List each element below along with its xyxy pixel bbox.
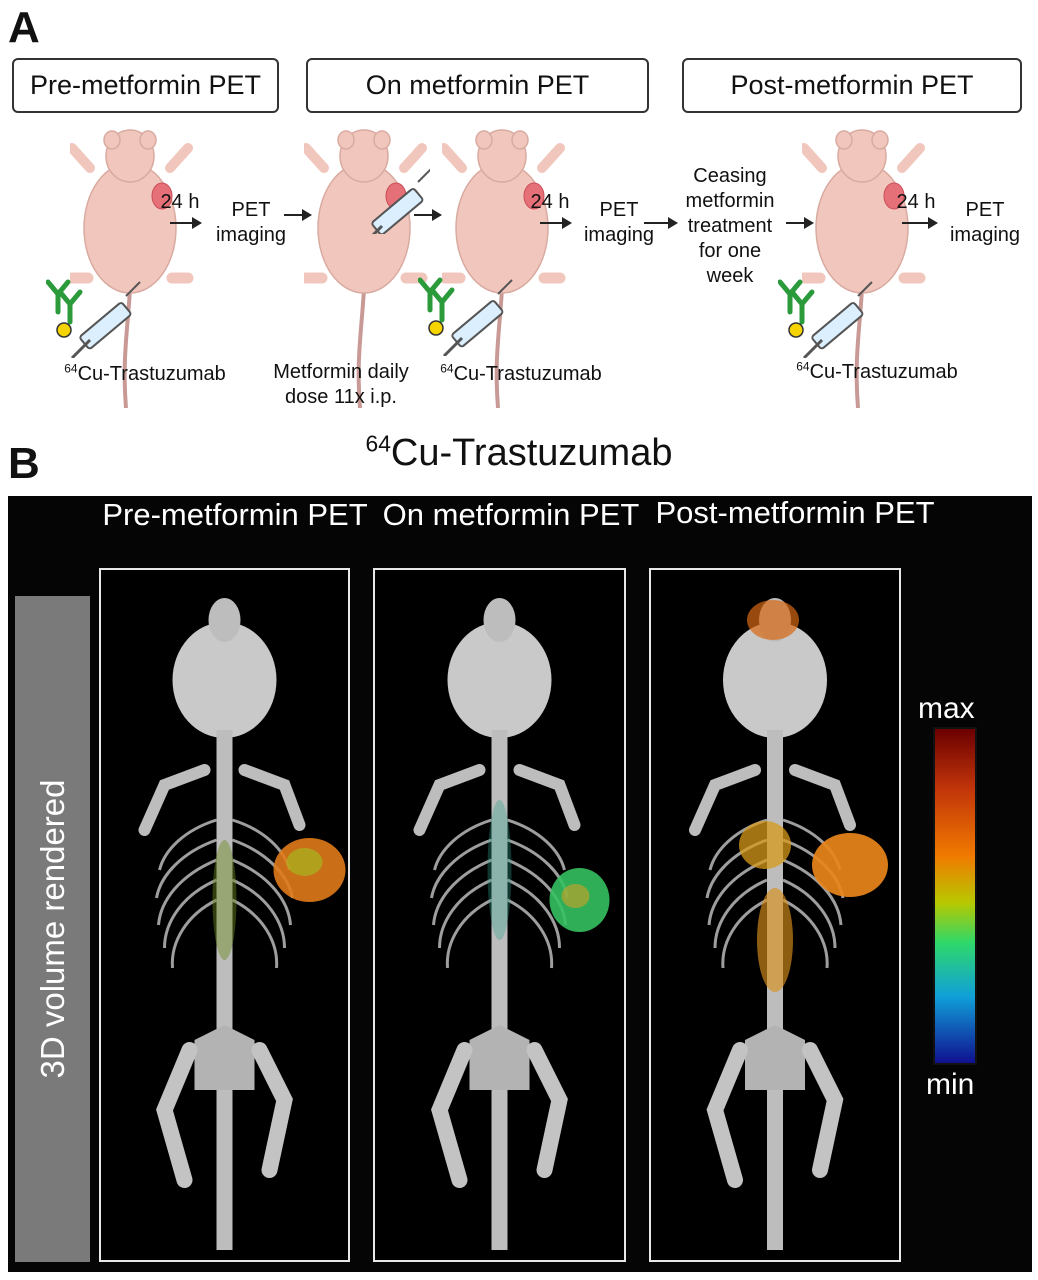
arrow-on-3: [644, 217, 678, 229]
side-label-box: 3D volume rendered: [15, 596, 90, 1262]
interval-label-on: 24 h: [530, 191, 570, 213]
tracer-label-pre: 64Cu-Trastuzumab: [64, 361, 226, 385]
pet-scan-pre: [99, 568, 350, 1262]
arrow-on-2: [540, 217, 572, 229]
column-label-post: Post-metformin PET: [655, 495, 935, 530]
pet-imaging-label-pre: PET imaging: [215, 199, 287, 246]
tracer-label-post: 64Cu-Trastuzumab: [796, 359, 958, 383]
pet-scan-post: [649, 568, 901, 1262]
side-label-text: 3D volume rendered: [33, 779, 71, 1079]
column-label-on: On metformin PET: [382, 497, 640, 532]
phase-box-post: Post-metformin PET: [682, 58, 1022, 113]
interval-label-post: 24 h: [896, 191, 936, 213]
injection-illustration-on: [418, 276, 514, 356]
arrow-post-1: [786, 217, 814, 229]
injection-illustration-post: [778, 278, 874, 358]
colorbar: [933, 727, 977, 1065]
tracer-label-on: 64Cu-Trastuzumab: [440, 361, 602, 385]
ceasing-treatment-label: Ceasing metformin treatment for one week: [685, 165, 775, 287]
skeleton-rendering-pre: [101, 570, 346, 1260]
arrow-post-2: [902, 217, 938, 229]
pet-imaging-label-on: PET imaging: [583, 199, 655, 246]
skeleton-rendering-on: [375, 570, 610, 1260]
pet-scan-on: [373, 568, 626, 1262]
arrow-pre-1: [170, 217, 202, 229]
panel-b-title: 64Cu-Trastuzumab: [365, 430, 673, 474]
phase-box-on: On metformin PET: [306, 58, 649, 113]
arrow-on-1: [414, 209, 442, 221]
column-label-pre: Pre-metformin PET: [102, 497, 368, 532]
metformin-syringe-illustration: [362, 166, 430, 234]
pet-imaging-label-post: PET imaging: [949, 199, 1021, 246]
panel-a-letter: A: [8, 3, 40, 52]
metformin-dose-label: Metformin daily dose 11x i.p.: [273, 361, 409, 408]
interval-label-pre: 24 h: [160, 191, 200, 213]
panel-b-letter: B: [8, 439, 40, 488]
arrow-pre-2: [284, 209, 312, 221]
phase-box-pre: Pre-metformin PET: [12, 58, 279, 113]
injection-illustration-pre: [46, 278, 142, 358]
colorbar-max-label: max: [918, 692, 975, 725]
colorbar-min-label: min: [926, 1068, 975, 1101]
skeleton-rendering-post: [651, 570, 888, 1260]
